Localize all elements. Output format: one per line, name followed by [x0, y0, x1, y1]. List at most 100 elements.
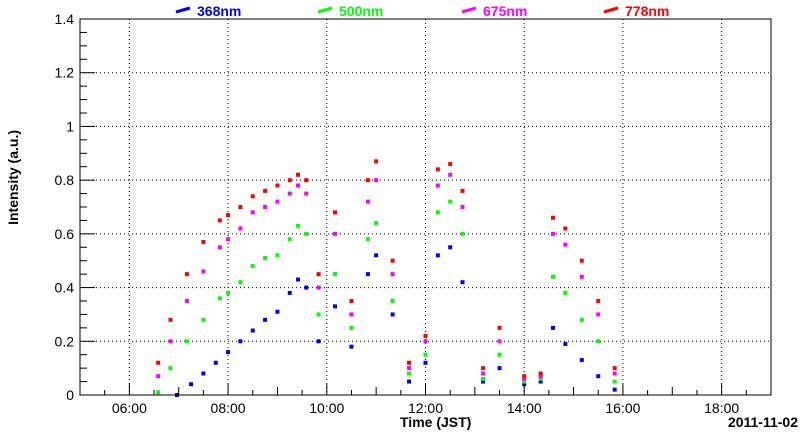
- tick-labels: 06:00 08:00 10:00 12:00 14:00 16:00 18:00 0 0.2 0…: [55, 11, 740, 416]
- series-layer: [156, 159, 617, 397]
- data-point: [316, 312, 321, 317]
- x-tick-label: 18:00: [704, 400, 739, 416]
- x-tick-label: 14:00: [507, 400, 542, 416]
- data-point: [448, 162, 453, 167]
- data-point: [497, 366, 502, 371]
- data-point: [304, 191, 309, 196]
- data-point: [538, 376, 543, 381]
- data-point: [275, 183, 280, 188]
- data-point: [287, 191, 292, 196]
- data-point: [201, 269, 206, 274]
- data-point: [217, 245, 222, 250]
- data-point: [596, 339, 601, 344]
- y-tick-label: 0.8: [55, 172, 75, 188]
- data-point: [275, 309, 280, 314]
- legend-label: 368nm: [197, 3, 241, 19]
- data-point: [201, 371, 206, 376]
- data-point: [365, 272, 370, 277]
- data-point: [423, 339, 428, 344]
- y-tick-label: 0.4: [55, 280, 75, 296]
- data-point: [563, 242, 568, 247]
- data-point: [579, 274, 584, 279]
- data-point: [563, 226, 568, 231]
- data-point: [287, 290, 292, 295]
- data-point: [435, 167, 440, 172]
- data-point: [460, 280, 465, 285]
- grid: [80, 19, 771, 395]
- x-axis-title: Time (JST): [400, 414, 471, 430]
- data-point: [579, 358, 584, 363]
- data-point: [390, 312, 395, 317]
- data-point: [287, 178, 292, 183]
- data-point: [551, 274, 556, 279]
- data-point: [263, 256, 268, 261]
- data-point: [481, 379, 486, 384]
- data-point: [522, 374, 527, 379]
- legend-label: 500nm: [339, 3, 383, 19]
- data-point: [579, 317, 584, 322]
- axis-ticks: [80, 18, 747, 396]
- data-point: [201, 239, 206, 244]
- data-point: [365, 199, 370, 204]
- data-point: [407, 360, 412, 365]
- data-point: [295, 277, 300, 282]
- data-point: [263, 205, 268, 209]
- y-tick-label: 0.6: [55, 226, 75, 242]
- data-point: [316, 285, 321, 290]
- data-point: [563, 341, 568, 346]
- data-point: [365, 237, 370, 242]
- x-tick-label: 06:00: [112, 400, 147, 416]
- data-point: [201, 317, 206, 322]
- x-tick-label: 16:00: [605, 400, 640, 416]
- data-point: [374, 178, 379, 183]
- data-point: [551, 215, 556, 220]
- data-point: [390, 258, 395, 263]
- data-point: [226, 237, 231, 242]
- data-point: [168, 317, 173, 322]
- y-tick-label: 1: [66, 118, 74, 134]
- data-point: [407, 379, 412, 384]
- data-point: [423, 333, 428, 338]
- data-point: [217, 218, 222, 223]
- data-point: [184, 339, 189, 344]
- data-point: [374, 159, 379, 164]
- data-point: [374, 221, 379, 226]
- data-point: [304, 285, 309, 290]
- data-point: [156, 360, 161, 365]
- data-point: [407, 371, 412, 376]
- data-point: [238, 226, 243, 231]
- series-778nm: [156, 159, 617, 379]
- data-point: [448, 172, 453, 177]
- data-point: [295, 172, 300, 177]
- legend-swatch: [317, 6, 333, 14]
- x-tick-label: 10:00: [309, 400, 344, 416]
- data-point: [333, 231, 338, 236]
- data-point: [612, 371, 617, 376]
- y-tick-label: 1.2: [55, 65, 75, 81]
- data-point: [596, 374, 601, 379]
- data-point: [435, 253, 440, 258]
- data-point: [612, 379, 617, 384]
- x-tick-label: 12:00: [408, 400, 443, 416]
- data-point: [287, 237, 292, 242]
- legend-swatch: [603, 6, 619, 14]
- data-point: [390, 272, 395, 277]
- series-675nm: [156, 172, 617, 381]
- data-point: [481, 366, 486, 371]
- data-point: [263, 317, 268, 322]
- data-point: [295, 223, 300, 228]
- data-point: [448, 245, 453, 250]
- data-point: [538, 374, 543, 379]
- data-point: [460, 231, 465, 236]
- data-point: [349, 344, 354, 349]
- data-point: [238, 280, 243, 285]
- data-point: [275, 253, 280, 258]
- data-point: [596, 312, 601, 317]
- data-point: [226, 290, 231, 295]
- data-point: [156, 390, 161, 395]
- series-368nm: [175, 245, 617, 397]
- data-point: [612, 366, 617, 371]
- legend-swatch: [461, 6, 477, 14]
- y-tick-label: 0.2: [55, 333, 75, 349]
